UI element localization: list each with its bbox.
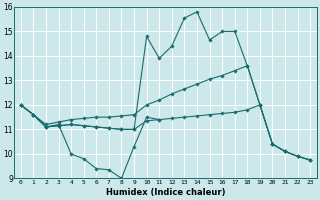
X-axis label: Humidex (Indice chaleur): Humidex (Indice chaleur)	[106, 188, 225, 197]
